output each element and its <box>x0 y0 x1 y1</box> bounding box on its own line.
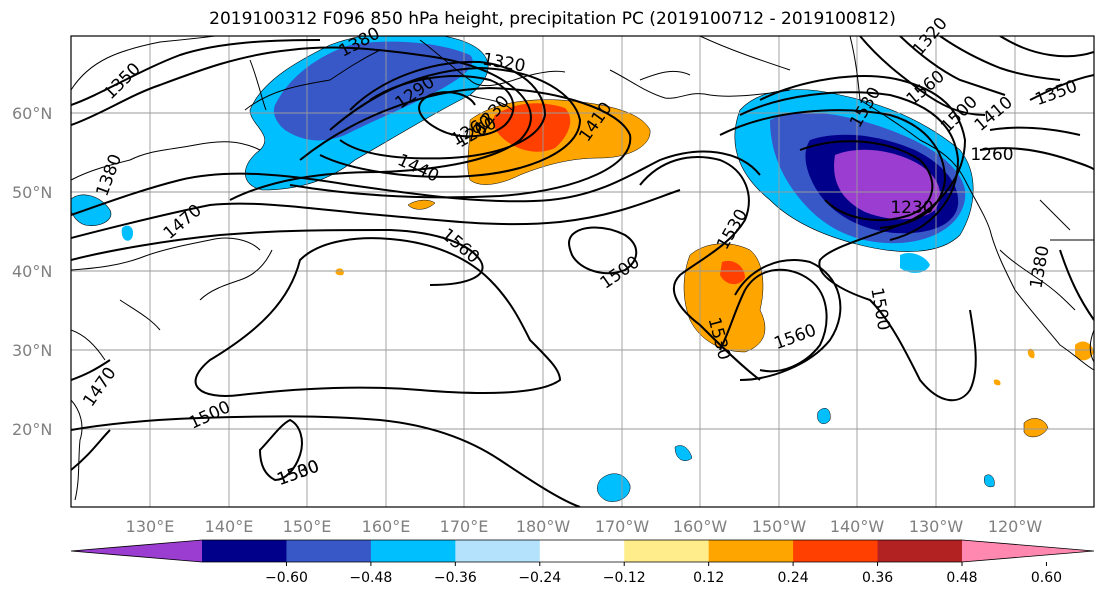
positive-precip-region-north-central <box>335 99 651 276</box>
lon-label: 160°E <box>362 517 411 536</box>
lon-label: 130°W <box>909 517 964 536</box>
lat-label: 40°N <box>12 262 52 281</box>
colorbar-segment <box>455 540 541 562</box>
colorbar-tick-label: 0.48 <box>946 570 977 586</box>
colorbar-tick-label: −0.12 <box>603 570 646 586</box>
colorbar-outline <box>70 539 1095 563</box>
colorbar-segment <box>624 540 710 562</box>
lat-label: 50°N <box>12 183 52 202</box>
contour-label: 1230 <box>890 198 933 218</box>
colorbar-segment <box>202 540 287 562</box>
contour-label: 1260 <box>970 145 1013 165</box>
colorbar-tick-label: −0.60 <box>265 570 308 586</box>
colorbar-segment <box>370 540 456 562</box>
colorbar-tick-label: −0.24 <box>518 570 561 586</box>
lat-label: 30°N <box>12 341 52 360</box>
longitude-axis: 130°E 140°E 150°E 160°E 170°E 180°W 170°… <box>126 517 1043 536</box>
colorbar-tick-label: 0.12 <box>693 570 724 586</box>
lon-label: 150°W <box>752 517 807 536</box>
negative-precip-region-northeast <box>734 89 974 273</box>
colorbar-segment <box>793 540 879 562</box>
colorbar-segment <box>708 540 794 562</box>
colorbar-tick-label: −0.48 <box>349 570 392 586</box>
colorbar-tick-label: −0.36 <box>434 570 477 586</box>
lon-label: 180°W <box>516 517 571 536</box>
map-title: 2019100312 F096 850 hPa height, precipit… <box>209 9 896 29</box>
lat-label: 60°N <box>12 104 52 123</box>
colorbar-segment <box>539 540 625 562</box>
lon-label: 170°E <box>440 517 489 536</box>
colorbar-extend-high <box>962 540 1094 562</box>
colorbar-segment <box>286 540 372 562</box>
lon-label: 160°W <box>673 517 728 536</box>
lon-label: 130°E <box>126 517 175 536</box>
colorbar-segment <box>877 540 963 562</box>
lon-label: 170°W <box>595 517 650 536</box>
latitude-axis: 60°N 50°N 40°N 30°N 20°N <box>12 104 52 439</box>
height-contours <box>71 36 1094 507</box>
lon-label: 120°W <box>988 517 1043 536</box>
colorbar: −0.60 −0.48 −0.36 −0.24 −0.12 0.12 0.24 0.36 0.4… <box>70 539 1095 586</box>
lat-label: 20°N <box>12 420 52 439</box>
lon-label: 140°W <box>830 517 885 536</box>
colorbar-tick-label: 0.36 <box>862 570 893 586</box>
colorbar-extend-low <box>71 540 202 562</box>
coastlines <box>71 36 1094 501</box>
colorbar-tick-label: 0.24 <box>778 570 809 586</box>
lon-label: 150°E <box>283 517 332 536</box>
lon-label: 140°E <box>205 517 254 536</box>
map-frame <box>70 35 1095 508</box>
colorbar-tick-label: 0.60 <box>1031 570 1062 586</box>
